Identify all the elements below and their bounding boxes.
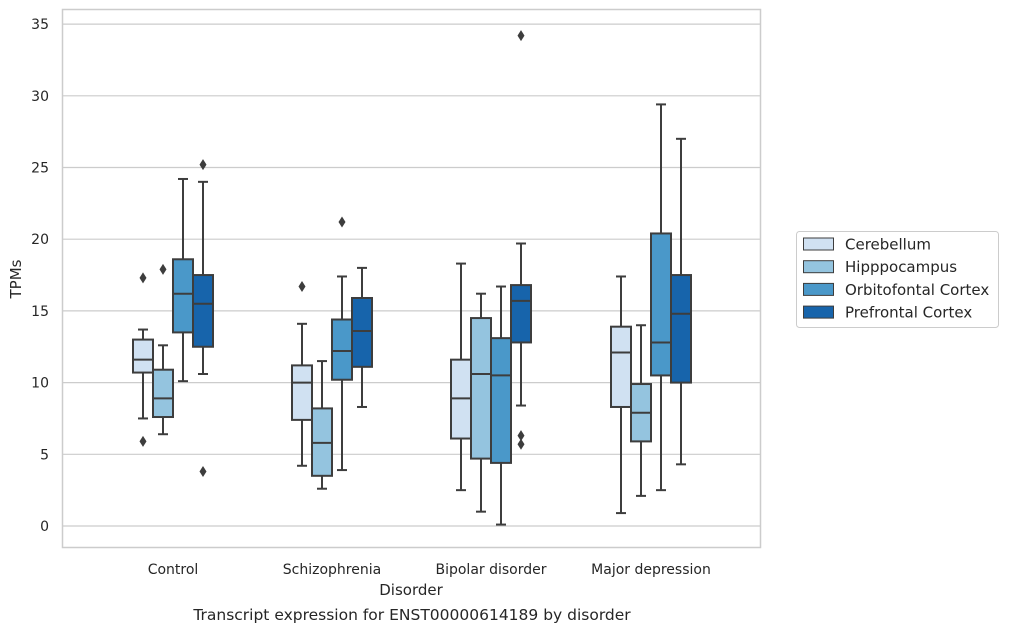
box-hipppocampus-control — [152, 263, 174, 436]
box-prefrontal-cortex-bipolar-disorder — [510, 30, 532, 450]
legend-swatch — [803, 237, 834, 251]
y-tick-label: 10 — [31, 376, 49, 392]
box-body — [650, 232, 672, 377]
legend-label: Hipppocampus — [845, 258, 957, 276]
box-body — [670, 274, 692, 384]
box-orbitofontal-cortex-schizophrenia — [331, 216, 353, 472]
plot-frame — [61, 8, 762, 549]
y-tick-labels: 0 5 10 15 20 25 30 35 — [31, 17, 49, 535]
outlier-marker — [139, 272, 147, 284]
legend-swatch — [803, 305, 834, 319]
box-body — [291, 364, 313, 421]
outlier-marker — [517, 30, 525, 42]
x-tick-label: Major depression — [591, 562, 711, 578]
box-body — [490, 337, 512, 464]
box-orbitofontal-cortex-control — [172, 177, 194, 383]
outlier-marker — [338, 216, 346, 228]
outlier-marker — [199, 466, 207, 478]
outlier-marker — [298, 281, 306, 293]
outlier-marker — [517, 430, 525, 442]
box-orbitofontal-cortex-major-depression — [650, 103, 672, 492]
box-prefrontal-cortex-major-depression — [670, 137, 692, 466]
box-hipppocampus-major-depression — [630, 324, 652, 497]
legend-swatch — [803, 260, 834, 274]
box-body — [510, 284, 532, 344]
box-body — [331, 318, 353, 381]
outlier-marker — [199, 159, 207, 171]
box-prefrontal-cortex-schizophrenia — [351, 266, 373, 408]
x-tick-label: Schizophrenia — [283, 562, 381, 578]
x-tick-labels: Control Schizophrenia Bipolar disorder Majo… — [148, 562, 711, 578]
box-body — [192, 274, 214, 348]
outlier-marker — [517, 438, 525, 450]
box-cerebellum-bipolar-disorder — [450, 262, 472, 492]
legend-label: Prefrontal Cortex — [845, 304, 972, 322]
box-hipppocampus-schizophrenia — [311, 360, 333, 490]
box-body — [470, 317, 492, 460]
y-tick-label: 20 — [31, 232, 49, 248]
box-cerebellum-control — [132, 272, 154, 447]
x-tick-label: Bipolar disorder — [435, 562, 546, 578]
x-tick-label: Control — [148, 562, 199, 578]
boxes — [132, 30, 692, 526]
box-body — [152, 368, 174, 419]
box-body — [172, 258, 194, 334]
y-tick-label: 35 — [31, 17, 49, 33]
y-tick-label: 30 — [31, 89, 49, 105]
box-body — [610, 325, 632, 408]
legend-swatch — [803, 282, 834, 296]
box-hipppocampus-bipolar-disorder — [470, 292, 492, 513]
chart-caption: Transcript expression for ENST0000061418… — [193, 606, 631, 624]
box-orbitofontal-cortex-bipolar-disorder — [490, 285, 512, 526]
y-tick-label: 15 — [31, 304, 49, 320]
outlier-marker — [159, 263, 167, 275]
y-tick-label: 5 — [40, 447, 49, 463]
legend-frame — [796, 231, 999, 328]
box-cerebellum-major-depression — [610, 275, 632, 515]
outlier-marker — [139, 435, 147, 447]
y-axis-label: TPMs — [7, 259, 25, 299]
box-body — [132, 338, 154, 374]
x-axis-label: Disorder — [379, 581, 443, 599]
legend-label: Orbitofontal Cortex — [845, 281, 989, 299]
y-tick-label: 25 — [31, 161, 49, 177]
y-tick-label: 0 — [40, 519, 49, 535]
box-cerebellum-schizophrenia — [291, 281, 313, 467]
box-body — [351, 296, 373, 368]
legend: Cerebellum Hipppocampus Orbitofontal Corte… — [796, 231, 999, 328]
box-prefrontal-cortex-control — [192, 159, 214, 478]
legend-label: Cerebellum — [845, 236, 931, 254]
